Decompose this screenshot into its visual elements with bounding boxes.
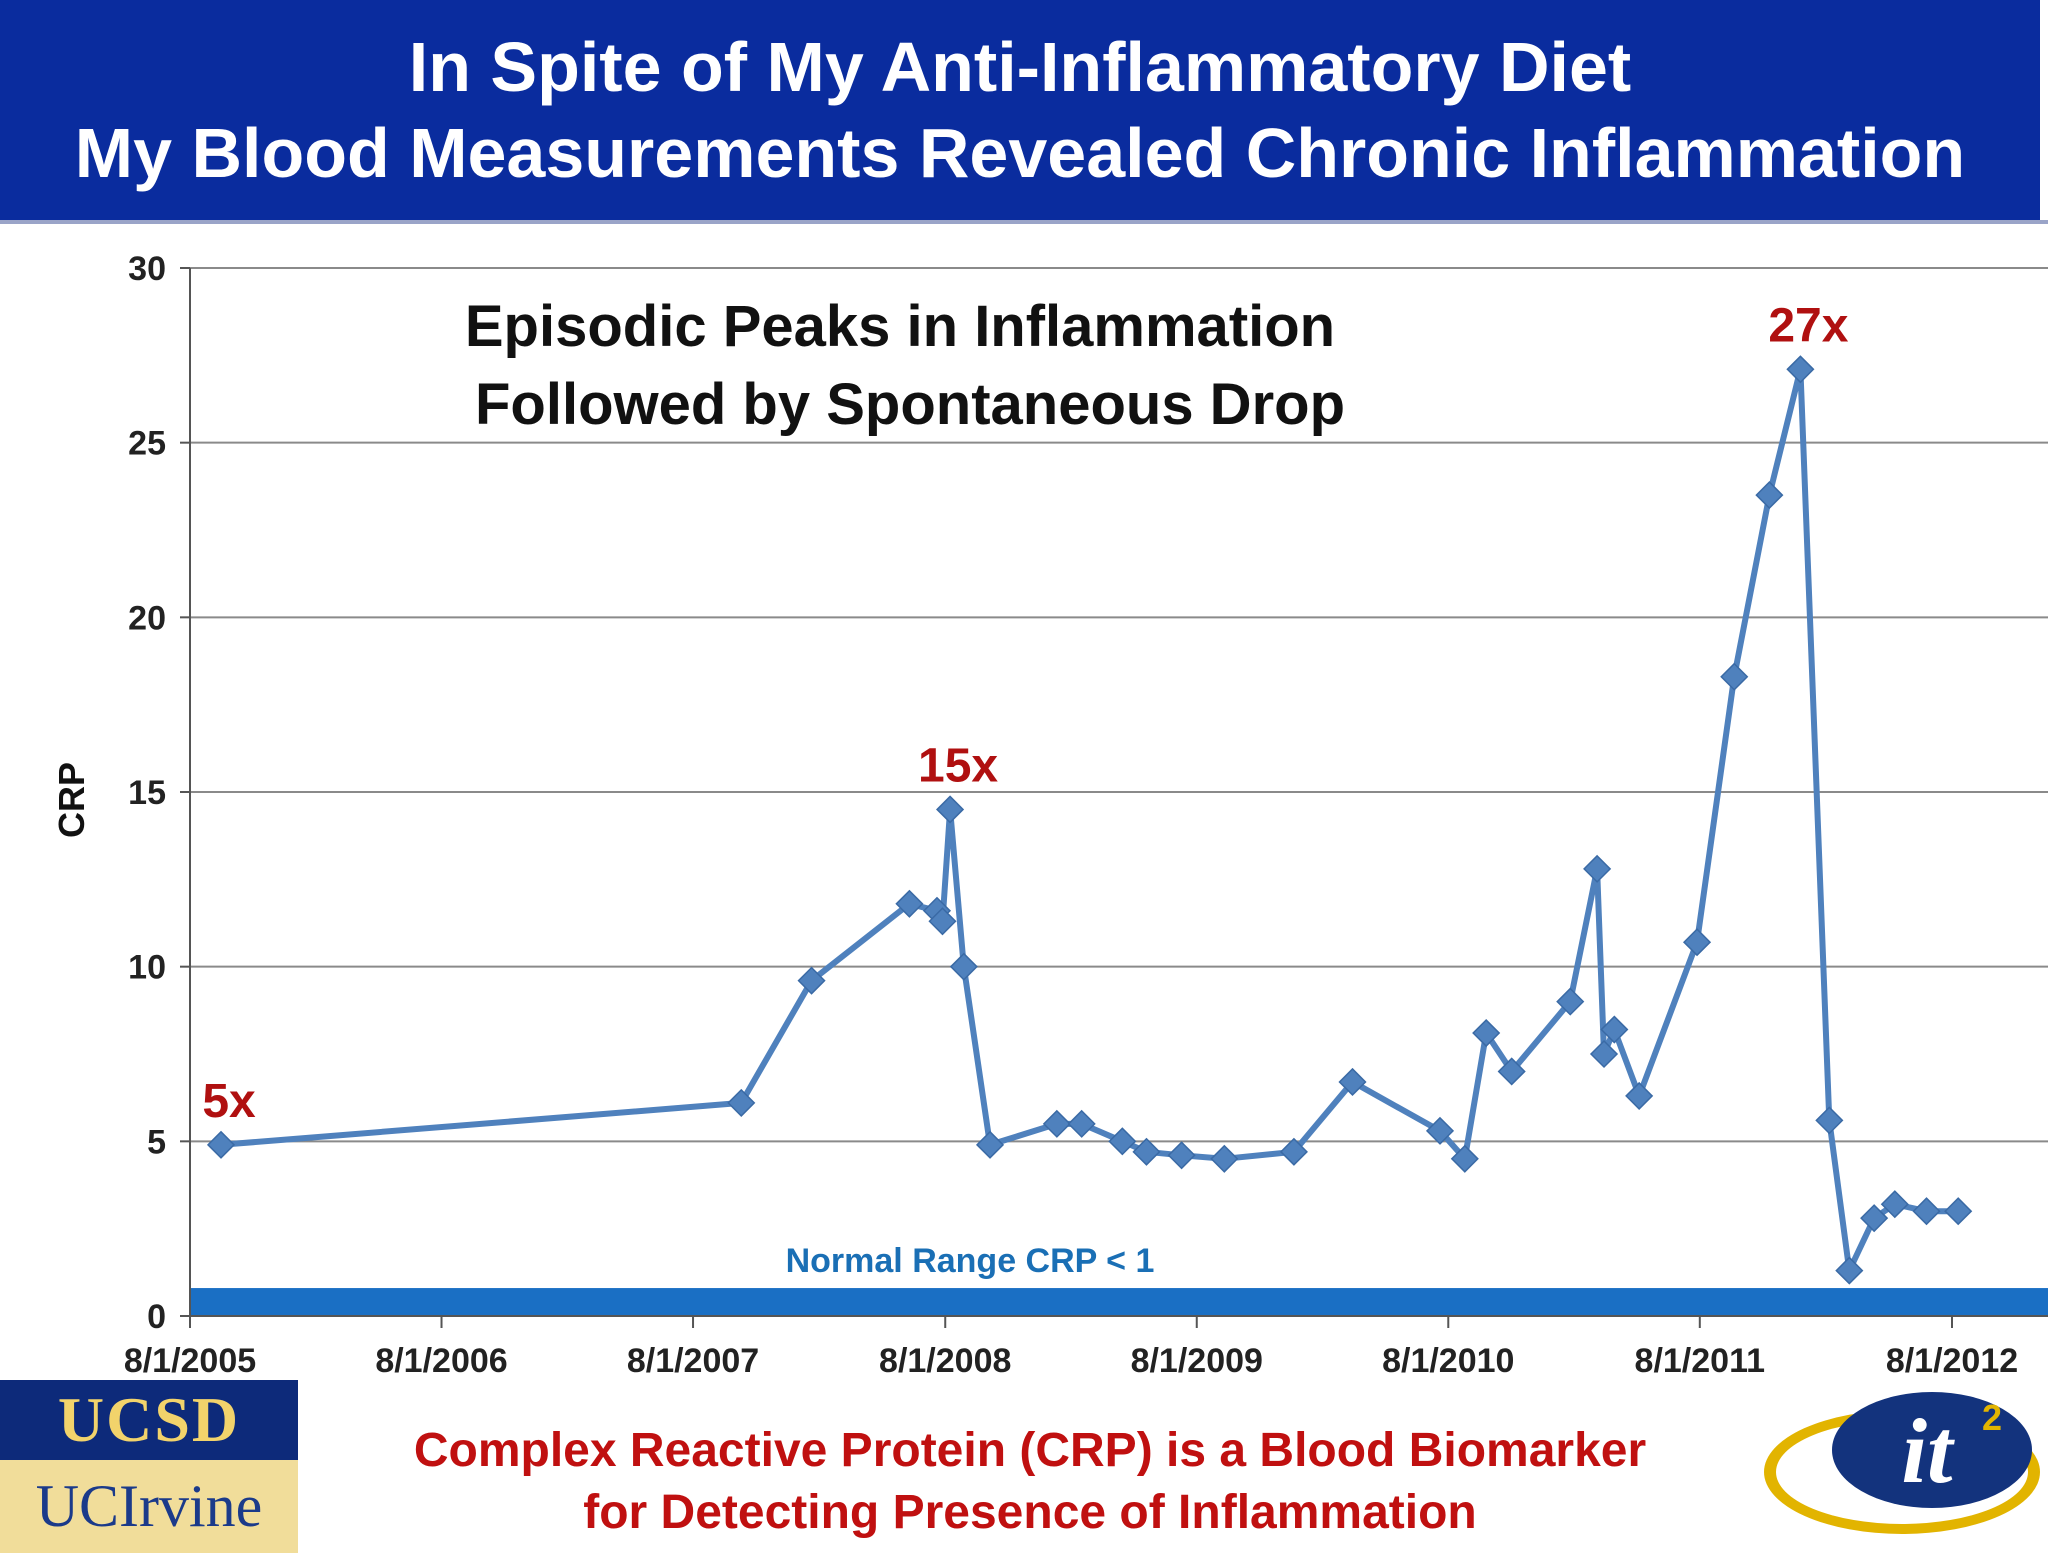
x-tick-label: 8/1/2011 — [1635, 1342, 1765, 1374]
data-point-marker — [928, 907, 957, 936]
crp-series-markers — [206, 355, 1973, 1285]
footer-caption-line-1: Complex Reactive Protein (CRP) is a Bloo… — [413, 1424, 1647, 1477]
data-point-marker — [1108, 1127, 1137, 1156]
data-point-marker — [1132, 1137, 1161, 1166]
x-tick-label: 8/1/2008 — [879, 1342, 1011, 1374]
normal-range-label: Normal Range CRP < 1 — [786, 1242, 1155, 1280]
data-point-marker — [1786, 355, 1815, 384]
peak-annotation-label: 5x — [202, 1075, 256, 1128]
data-point-marker — [1210, 1144, 1239, 1173]
crp-series-line — [220, 366, 1959, 1274]
data-point-marker — [1556, 987, 1585, 1016]
data-point-marker — [1450, 1144, 1479, 1173]
footer-caption: Complex Reactive Protein (CRP) is a Bloo… — [330, 1420, 1730, 1544]
data-point-marker — [1279, 1137, 1308, 1166]
it2-logo: it 2 — [1764, 1392, 2040, 1534]
peak-annotation-label: 27x — [1768, 299, 1848, 352]
y-tick-label: 15 — [128, 774, 166, 812]
x-axis: 8/1/2005 8/1/2006 8/1/2007 8/1/2008 8/1/2009… — [124, 1315, 2048, 1374]
ucsd-logo: UCSD — [0, 1380, 298, 1460]
x-tick-label: 8/1/2007 — [627, 1342, 759, 1374]
data-point-marker — [1912, 1197, 1941, 1226]
data-point-marker — [975, 1130, 1005, 1159]
peak-annotations: 5x 15x 27x — [202, 299, 1848, 1128]
data-point-marker — [1600, 1015, 1629, 1044]
it2-logo-superscript: 2 — [1982, 1397, 2002, 1438]
data-point-marker — [1880, 1190, 1909, 1219]
y-tick-label: 25 — [128, 425, 166, 463]
data-point-marker — [1589, 1039, 1619, 1069]
data-point-marker — [1625, 1081, 1654, 1110]
data-point-marker — [1755, 481, 1784, 510]
y-tick-label: 5 — [147, 1123, 166, 1161]
uc-irvine-logo: UCIrvine — [0, 1460, 298, 1553]
data-point-marker — [1067, 1109, 1096, 1138]
data-point-marker — [1860, 1204, 1889, 1233]
data-point-marker — [1944, 1197, 1973, 1226]
title-divider — [0, 220, 2048, 224]
y-tick-label: 0 — [147, 1298, 166, 1336]
chart-subtitle-line-2: Followed by Spontaneous Drop — [475, 372, 1345, 437]
data-point-marker — [895, 889, 924, 918]
y-axis: 0 5 10 15 20 25 30 — [128, 250, 191, 1336]
data-point-marker — [1497, 1057, 1526, 1086]
y-axis-label: CRP — [51, 762, 92, 838]
x-tick-label: 8/1/2010 — [1382, 1342, 1514, 1374]
y-tick-label: 10 — [128, 949, 166, 987]
it2-logo-text: it — [1901, 1400, 1955, 1502]
data-point-marker — [206, 1130, 236, 1159]
data-point-marker — [1583, 854, 1612, 883]
footer-caption-line-2: for Detecting Presence of Inflammation — [583, 1486, 1477, 1539]
data-point-marker — [1720, 662, 1749, 691]
data-point-marker — [1425, 1116, 1455, 1145]
x-tick-label: 8/1/2009 — [1131, 1342, 1263, 1374]
chart-subtitle-line-1: Episodic Peaks in Inflammation — [465, 294, 1335, 359]
y-tick-label: 30 — [128, 250, 166, 288]
y-tick-label: 20 — [128, 599, 166, 637]
data-point-marker — [936, 795, 965, 824]
data-point-marker — [1835, 1256, 1864, 1285]
x-tick-label: 8/1/2005 — [124, 1342, 256, 1374]
data-point-marker — [1338, 1067, 1367, 1097]
data-point-marker — [1682, 928, 1712, 957]
data-point-marker — [949, 952, 978, 981]
data-point-marker — [797, 966, 826, 995]
data-point-marker — [727, 1088, 756, 1117]
normal-range-band — [190, 1288, 2048, 1316]
it2-logo-blue-oval — [1832, 1392, 2032, 1508]
data-point-marker — [1167, 1141, 1196, 1170]
peak-annotation-label: 15x — [918, 739, 998, 792]
x-tick-label: 8/1/2012 — [1886, 1342, 2018, 1374]
data-point-marker — [1815, 1106, 1844, 1135]
x-tick-label: 8/1/2006 — [375, 1342, 507, 1374]
slide-title-line-1: In Spite of My Anti-Inflammatory Diet — [408, 28, 1632, 106]
data-point-marker — [1042, 1109, 1071, 1138]
data-point-marker — [1472, 1018, 1501, 1048]
slide-title-line-2: My Blood Measurements Revealed Chronic I… — [74, 114, 1966, 192]
slide-title-banner: In Spite of My Anti-Inflammatory Diet My… — [0, 0, 2048, 220]
